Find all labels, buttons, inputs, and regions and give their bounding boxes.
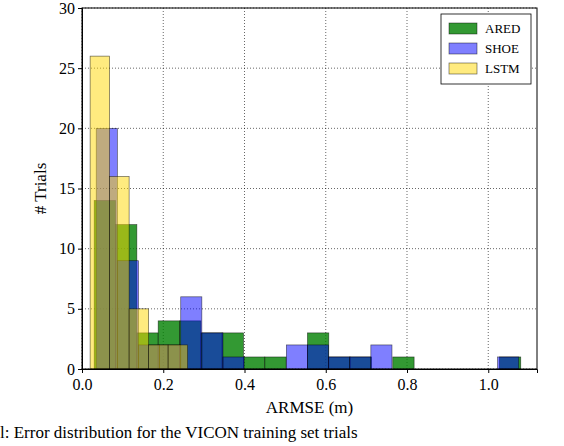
y-tick-mark: [78, 309, 82, 310]
y-tick: 25: [59, 60, 82, 77]
x-tick: 0.2: [154, 369, 174, 393]
x-tick-mark: [245, 369, 246, 373]
y-tick-mark: [78, 249, 82, 250]
chart: 0.0 0.2 0.4 0.6 0.8 1.0 0 5 10 15 20 25 30 ARMSE (m) #…: [0, 0, 564, 446]
plot-frame: [82, 8, 537, 369]
legend: ARED SHOE LSTM: [441, 14, 531, 84]
histogram-bar: [149, 345, 169, 369]
y-tick-mark: [78, 8, 82, 9]
bars: [90, 56, 521, 369]
legend-swatch: [449, 43, 477, 54]
y-tick-label: 0: [67, 361, 75, 378]
x-tick-mark: [407, 369, 408, 373]
histogram-bar: [307, 345, 328, 369]
histogram-bar: [498, 357, 519, 369]
x-axis-label: ARMSE (m): [266, 398, 353, 417]
x-tick-label: 0.2: [154, 376, 174, 393]
x-axis: 0.0 0.2 0.4 0.6 0.8 1.0: [73, 369, 538, 393]
y-tick-label: 20: [59, 120, 75, 137]
grid-line: [82, 248, 537, 249]
y-tick-label: 10: [59, 240, 75, 257]
histogram-bar: [350, 357, 371, 369]
x-axis-line: [83, 370, 538, 374]
histogram-bar: [329, 357, 350, 369]
histogram-bar: [110, 176, 130, 369]
y-tick-mark: [78, 189, 82, 190]
histogram-bar: [286, 345, 307, 369]
legend-label: LSTM: [485, 61, 520, 76]
y-tick-mark: [78, 369, 82, 370]
x-tick-label: 0.6: [316, 376, 336, 393]
legend-box: [441, 14, 531, 84]
y-tick-label: 30: [59, 0, 75, 17]
y-tick-label: 25: [59, 60, 75, 77]
grid: [82, 8, 537, 369]
y-tick-mark: [78, 128, 82, 129]
y-tick-label: 15: [59, 180, 75, 197]
x-tick: 0.8: [398, 369, 418, 393]
y-tick: 30: [59, 0, 82, 17]
y-tick-label: 5: [67, 300, 75, 317]
x-tick-mark: [488, 369, 489, 373]
y-tick: 0: [67, 361, 82, 378]
histogram-bar: [350, 357, 371, 369]
x-tick: 0.0: [73, 369, 93, 393]
y-axis: 0 5 10 15 20 25 30: [59, 0, 83, 378]
grid-line: [82, 128, 537, 129]
x-tick-mark: [163, 369, 164, 373]
histogram-bar: [223, 357, 244, 369]
y-tick: 5: [67, 300, 82, 317]
legend-swatch: [449, 63, 477, 74]
histogram-bar: [201, 333, 222, 369]
histogram-bar: [243, 357, 264, 369]
histogram-bar: [265, 357, 286, 369]
y-tick: 10: [59, 240, 82, 257]
histogram-bar: [307, 333, 328, 369]
legend-label: ARED: [485, 21, 520, 36]
histogram-bar: [90, 56, 110, 369]
histogram-bar: [393, 357, 414, 369]
histogram-bar: [329, 357, 350, 369]
y-tick: 20: [59, 120, 82, 137]
x-tick-label: 0.8: [398, 376, 418, 393]
histogram-bar: [129, 309, 149, 369]
histogram-bar: [371, 345, 392, 369]
x-tick-label: 1.0: [479, 376, 499, 393]
legend-label: SHOE: [485, 41, 519, 56]
caption: l: Error distribution for the VICON trai…: [0, 423, 358, 442]
histogram-bar: [222, 333, 243, 369]
y-tick-mark: [78, 68, 82, 69]
y-tick: 15: [59, 180, 82, 197]
x-tick: 1.0: [479, 369, 499, 393]
y-axis-label: # Trials: [31, 163, 50, 215]
grid-line: [82, 308, 537, 309]
histogram-bar: [168, 345, 188, 369]
x-tick-label: 0.4: [235, 376, 255, 393]
grid-line: [82, 188, 537, 189]
x-tick-label: 0.0: [73, 376, 93, 393]
x-tick-mark: [326, 369, 327, 373]
x-tick: 0.4: [235, 369, 255, 393]
x-tick: 0.6: [316, 369, 336, 393]
histogram-bar: [202, 333, 223, 369]
legend-swatch: [449, 23, 477, 34]
